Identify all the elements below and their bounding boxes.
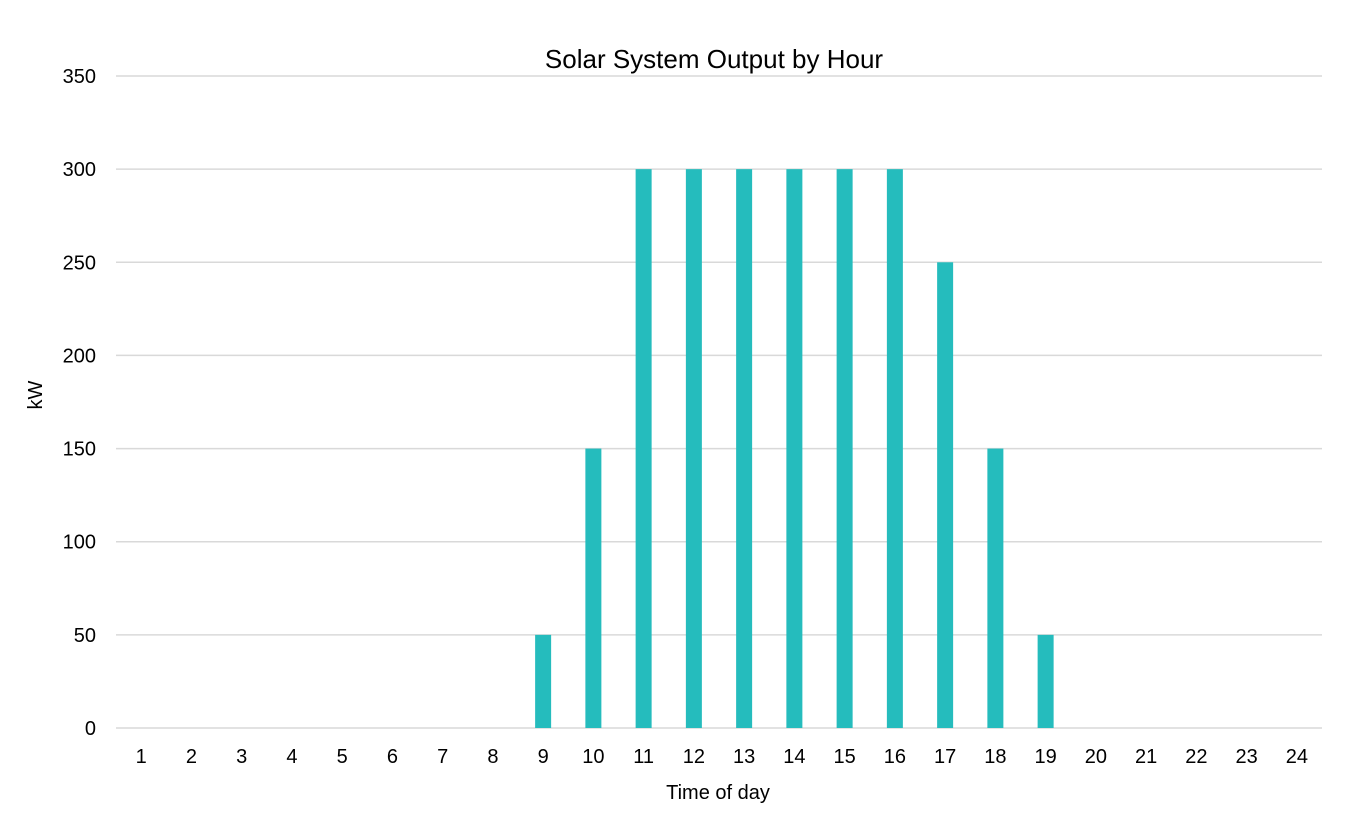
y-tick-label-150: 150 (63, 439, 96, 461)
gridlines (116, 75, 1322, 729)
chart-title: Solar System Output by Hour (545, 44, 883, 74)
x-tick-label-12: 12 (683, 746, 705, 768)
bar-17 (937, 262, 954, 728)
x-tick-label-8: 8 (487, 746, 498, 768)
x-axis-tick-labels: 1 2 3 4 5 6 7 8 9 10 11 12 13 14 15 16 17 18 19 20 21 22 23 24 (136, 746, 1308, 768)
bar-15 (836, 169, 853, 729)
y-axis-label: kW (25, 380, 47, 409)
y-tick-label-350: 350 (63, 66, 96, 88)
bar-14 (786, 169, 803, 729)
bar-9 (535, 634, 552, 728)
y-axis-tick-labels: 0 50 100 150 200 250 300 350 (63, 66, 96, 740)
y-tick-label-250: 250 (63, 252, 96, 274)
y-tick-label-50: 50 (74, 625, 96, 647)
bar-18 (987, 448, 1004, 728)
x-tick-label-6: 6 (387, 746, 398, 768)
x-tick-label-17: 17 (934, 746, 956, 768)
x-tick-label-14: 14 (783, 746, 805, 768)
x-tick-label-10: 10 (582, 746, 604, 768)
x-tick-label-15: 15 (834, 746, 856, 768)
x-tick-label-19: 19 (1035, 746, 1057, 768)
x-tick-label-11: 11 (633, 746, 654, 768)
y-tick-label-300: 300 (63, 159, 96, 181)
x-tick-label-18: 18 (984, 746, 1006, 768)
x-tick-label-7: 7 (437, 746, 448, 768)
x-tick-label-23: 23 (1236, 746, 1258, 768)
x-tick-label-1: 1 (136, 746, 147, 768)
x-tick-label-24: 24 (1286, 746, 1308, 768)
x-tick-label-5: 5 (337, 746, 348, 768)
bar-19 (1037, 634, 1054, 728)
y-tick-label-200: 200 (63, 345, 96, 367)
y-tick-label-100: 100 (63, 532, 96, 554)
x-tick-label-22: 22 (1185, 746, 1207, 768)
bar-11 (635, 169, 652, 729)
bar-12 (685, 169, 702, 729)
bar-10 (585, 448, 602, 728)
bar-13 (736, 169, 753, 729)
bar-16 (886, 169, 903, 729)
x-tick-label-9: 9 (538, 746, 549, 768)
x-tick-label-13: 13 (733, 746, 755, 768)
x-axis-label: Time of day (666, 782, 770, 804)
x-tick-label-4: 4 (286, 746, 297, 768)
x-tick-label-2: 2 (186, 746, 197, 768)
x-tick-label-3: 3 (236, 746, 247, 768)
y-tick-label-0: 0 (85, 718, 96, 740)
x-tick-label-16: 16 (884, 746, 906, 768)
x-tick-label-20: 20 (1085, 746, 1107, 768)
bars (535, 169, 1054, 729)
x-tick-label-21: 21 (1135, 746, 1157, 768)
